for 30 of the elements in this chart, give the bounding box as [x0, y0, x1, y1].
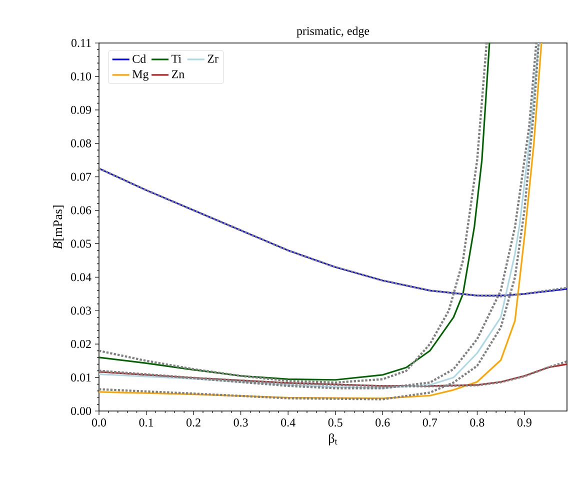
x-tick-label: 0.9	[517, 418, 532, 427]
y-tick-label: 0.06	[71, 206, 92, 214]
x-tick-label: 0.3	[234, 418, 248, 427]
x-tick-label: 0.1	[139, 418, 154, 427]
y-tick-label: 0.02	[71, 340, 91, 348]
y-tick-label: 0.08	[71, 139, 92, 148]
y-tick-label: 0.05	[71, 240, 92, 248]
y-tick-label: 0.04	[71, 273, 92, 282]
x-tick-label: 0.6	[376, 418, 390, 427]
legend-label: Cd	[132, 54, 146, 63]
y-tick-label: 0.09	[71, 106, 91, 114]
legend-label: Ti	[172, 54, 182, 63]
legend-label: Zn	[172, 70, 184, 78]
x-tick-label: 0.2	[186, 418, 200, 427]
y-tick-label: 0.03	[71, 306, 92, 315]
legend-label: Zr	[208, 54, 218, 63]
x-tick-label: 0.5	[328, 418, 342, 427]
y-axis-title: B[mPas]	[53, 206, 64, 250]
y-tick-label: 0.01	[71, 373, 91, 382]
legend-label: Mg	[132, 70, 149, 81]
y-tick-label: 0.11	[71, 38, 91, 48]
y-tick-label: 0.07	[71, 172, 92, 181]
x-tick-label: 0.4	[281, 418, 296, 427]
x-tick-label: 0.0	[92, 418, 106, 427]
x-axis-title: β$_{t}$	[329, 433, 338, 446]
chart-title: prismatic, edge	[296, 26, 370, 38]
x-tick-label: 0.8	[470, 418, 484, 427]
y-tick-label: 0.00	[71, 406, 92, 416]
x-tick-label: 0.7	[422, 418, 438, 427]
y-tick-label: 0.10	[71, 72, 92, 81]
